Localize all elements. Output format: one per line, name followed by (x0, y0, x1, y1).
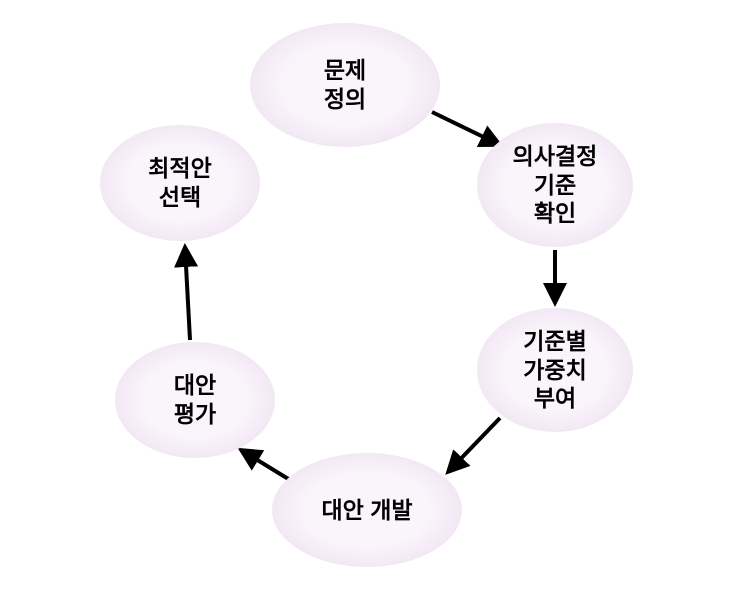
edge-n5-n6 (185, 247, 190, 340)
node-n5: 대안 평가 (115, 342, 275, 458)
node-n2: 의사결정 기준 확인 (477, 123, 633, 247)
node-n6: 최적안 선택 (100, 125, 260, 241)
node-label: 대안 개발 (321, 496, 412, 525)
decision-process-diagram: 문제 정의의사결정 기준 확인기준별 가중치 부여대안 개발 대안 평가 최적안 선… (0, 0, 752, 595)
node-n3: 기준별 가중치 부여 (477, 308, 633, 432)
node-label: 기준별 가중치 부여 (523, 327, 586, 413)
node-n1: 문제 정의 (250, 23, 440, 147)
node-label: 문제 정의 (324, 56, 366, 114)
node-label: 의사결정 기준 확인 (513, 142, 598, 228)
node-n4: 대안 개발 (272, 453, 462, 567)
node-label: 최적안 선택 (148, 154, 211, 212)
node-label: 대안 평가 (174, 371, 216, 429)
